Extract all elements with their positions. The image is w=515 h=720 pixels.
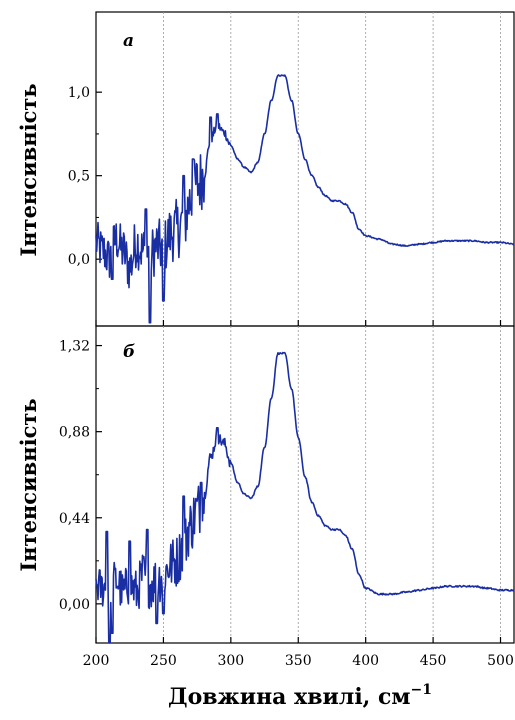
y-tick-label-b-3: 1,32 bbox=[59, 339, 90, 355]
y-tick-label-b-1: 0,44 bbox=[59, 511, 90, 527]
y-tick-label-a-0: 0,0 bbox=[68, 252, 90, 268]
x-axis-label-text: Довжина хвилі, см bbox=[168, 684, 410, 710]
panel-b-y-axis-label: Інтенсивність bbox=[16, 398, 41, 571]
y-tick-label-a-1: 0,5 bbox=[68, 169, 90, 185]
panel-a-letter: a bbox=[123, 31, 134, 51]
panel-a: 0,0 0,5 1,0 a Інтенсивність bbox=[16, 11, 515, 327]
y-tick-label-b-2: 0,88 bbox=[59, 425, 90, 441]
panel-a-frame bbox=[95, 11, 515, 327]
x-tick-label-250: 250 bbox=[150, 653, 177, 669]
x-tick-label-350: 350 bbox=[285, 653, 312, 669]
x-tick-label-400: 400 bbox=[352, 653, 379, 669]
y-tick-label-a-2: 1,0 bbox=[68, 85, 90, 101]
panel-a-y-ticks: 0,0 0,5 1,0 bbox=[68, 85, 102, 268]
panel-b-y-ticks: 0,00 0,44 0,88 1,32 bbox=[59, 339, 102, 613]
x-axis-ticks: 200 250 300 350 400 450 500 bbox=[83, 320, 514, 669]
y-tick-label-b-0: 0,00 bbox=[59, 597, 90, 613]
x-tick-label-300: 300 bbox=[217, 653, 244, 669]
panel-a-spectrum-line bbox=[95, 74, 515, 324]
panel-b-frame bbox=[95, 325, 515, 644]
x-tick-label-500: 500 bbox=[487, 653, 514, 669]
panel-b-spectrum-line bbox=[95, 351, 515, 644]
x-axis-label: Довжина хвилі, см−1 bbox=[168, 682, 432, 710]
panel-a-y-axis-label: Інтенсивність bbox=[16, 83, 41, 256]
panel-b-grid bbox=[163, 326, 501, 643]
panel-b-letter: б bbox=[123, 342, 135, 362]
x-axis-label-superscript: −1 bbox=[411, 682, 432, 698]
panel-a-grid bbox=[163, 12, 501, 326]
x-tick-label-200: 200 bbox=[83, 653, 110, 669]
panel-b: 0,00 0,44 0,88 1,32 б Інтенсивність bbox=[16, 325, 515, 644]
x-tick-label-450: 450 bbox=[420, 653, 447, 669]
